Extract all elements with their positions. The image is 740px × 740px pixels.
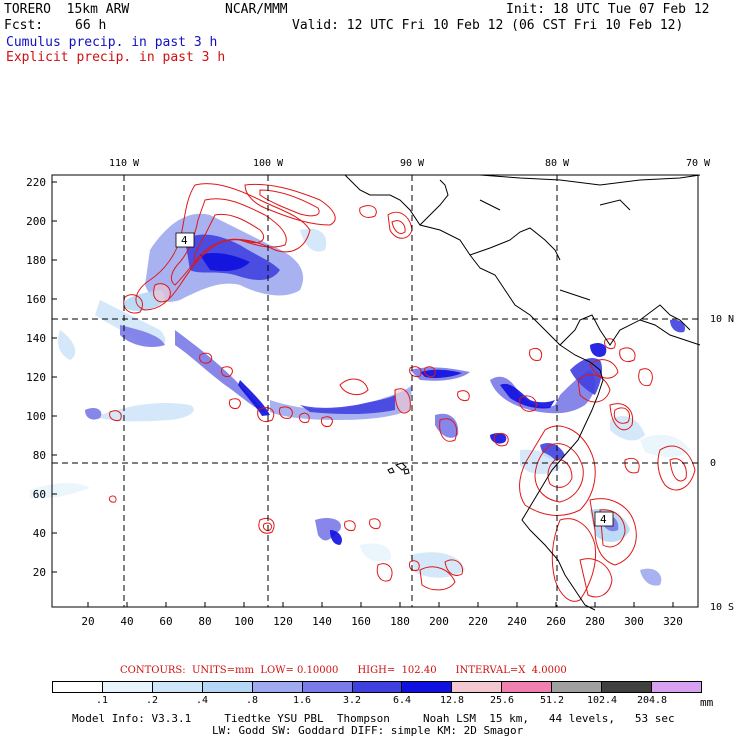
valid-time: Valid: 12 UTC Fri 10 Feb 12 (06 CST Fri … bbox=[292, 18, 684, 33]
color-bar-swatch bbox=[502, 682, 553, 692]
explicit-precip-contours bbox=[108, 183, 696, 602]
color-bar-swatch bbox=[53, 682, 103, 692]
contour-info: CONTOURS: UNITS=mm LOW= 0.10000 HIGH= 10… bbox=[120, 665, 567, 676]
box-label: 4 bbox=[181, 234, 188, 247]
latitude-labels: 10 N 0 10 S bbox=[710, 314, 734, 613]
x-tick-label: 280 bbox=[585, 615, 605, 628]
color-bar-value: 102.4 bbox=[586, 695, 618, 706]
box-labels: 4 4 bbox=[175, 232, 614, 527]
longitude-label: 100 W bbox=[253, 158, 284, 169]
longitude-labels: 110 W 100 W 90 W 80 W 70 W bbox=[109, 158, 711, 169]
x-tick-label: 200 bbox=[429, 615, 449, 628]
color-bar-value: 3.2 bbox=[342, 695, 362, 706]
color-bar-value: .1 bbox=[95, 695, 109, 706]
longitude-label: 70 W bbox=[686, 158, 711, 169]
color-bar-value: .4 bbox=[195, 695, 209, 706]
color-bar-swatch bbox=[152, 682, 203, 692]
plot-frame bbox=[51, 174, 699, 608]
y-tick-label: 60 bbox=[33, 488, 46, 501]
color-bar-unit: mm bbox=[700, 696, 714, 709]
color-bar-swatch bbox=[452, 682, 503, 692]
color-bar-swatch bbox=[402, 682, 453, 692]
x-axis-ticks: 20 40 60 80 100 120 140 160 180 200 220 240 260 280 30… bbox=[81, 602, 683, 628]
x-tick-label: 60 bbox=[159, 615, 172, 628]
y-tick-label: 20 bbox=[33, 566, 46, 579]
latitude-label: 10 N bbox=[710, 314, 734, 325]
color-bar-value: 12.8 bbox=[439, 695, 465, 706]
forecast-hours: 66 h bbox=[75, 18, 107, 33]
latitude-label: 0 bbox=[710, 458, 716, 469]
color-bar-swatch bbox=[352, 682, 403, 692]
y-tick-label: 40 bbox=[33, 527, 46, 540]
color-bar-value: 51.2 bbox=[539, 695, 565, 706]
y-tick-label: 200 bbox=[26, 215, 46, 228]
x-tick-label: 300 bbox=[624, 615, 644, 628]
x-tick-label: 20 bbox=[81, 615, 94, 628]
explicit-title: Explicit precip. in past 3 h bbox=[6, 50, 226, 65]
model-info-line2: LW: Godd SW: Goddard DIFF: simple KM: 2D… bbox=[212, 724, 524, 737]
y-tick-label: 80 bbox=[33, 449, 46, 462]
x-tick-label: 320 bbox=[663, 615, 683, 628]
box-label: 4 bbox=[600, 513, 607, 526]
x-tick-label: 80 bbox=[198, 615, 211, 628]
x-tick-label: 220 bbox=[468, 615, 488, 628]
x-tick-label: 100 bbox=[234, 615, 254, 628]
color-bar-swatch bbox=[552, 682, 603, 692]
color-bar-value: 6.4 bbox=[392, 695, 412, 706]
x-tick-label: 120 bbox=[273, 615, 293, 628]
y-tick-label: 100 bbox=[26, 410, 46, 423]
coastlines bbox=[344, 174, 701, 611]
forecast-label: Fcst: bbox=[4, 18, 44, 33]
color-bar-value: .2 bbox=[145, 695, 159, 706]
color-bar-swatch bbox=[252, 682, 303, 692]
x-tick-label: 240 bbox=[507, 615, 527, 628]
longitude-label: 90 W bbox=[400, 158, 425, 169]
x-tick-label: 40 bbox=[120, 615, 133, 628]
color-bar-value: 1.6 bbox=[292, 695, 312, 706]
x-tick-label: 260 bbox=[546, 615, 566, 628]
latlon-grid bbox=[52, 175, 698, 607]
color-bar-value: .8 bbox=[245, 695, 259, 706]
cumulus-precip-shading bbox=[30, 213, 690, 586]
longitude-label: 80 W bbox=[545, 158, 570, 169]
color-bar-swatch bbox=[202, 682, 253, 692]
x-tick-label: 140 bbox=[312, 615, 332, 628]
color-bar-swatch bbox=[302, 682, 353, 692]
y-tick-label: 180 bbox=[26, 254, 46, 267]
init-time: Init: 18 UTC Tue 07 Feb 12 bbox=[506, 2, 710, 17]
y-tick-label: 160 bbox=[26, 293, 46, 306]
color-bar-value: 204.8 bbox=[636, 695, 668, 706]
longitude-label: 110 W bbox=[109, 158, 140, 169]
model-title: TORERO 15km ARW bbox=[4, 2, 130, 17]
x-tick-label: 180 bbox=[390, 615, 410, 628]
color-bar-swatch bbox=[602, 682, 653, 692]
model-info-line1: Model Info: V3.3.1 Tiedtke YSU PBL Thomp… bbox=[72, 712, 675, 725]
y-tick-label: 140 bbox=[26, 332, 46, 345]
cumulus-title: Cumulus precip. in past 3 h bbox=[6, 35, 218, 50]
y-tick-label: 120 bbox=[26, 371, 46, 384]
latitude-label: 10 S bbox=[710, 602, 734, 613]
y-axis-ticks: 220 200 180 160 140 120 100 80 60 40 20 bbox=[26, 176, 57, 579]
y-tick-label: 220 bbox=[26, 176, 46, 189]
center-label: NCAR/MMM bbox=[225, 2, 288, 17]
color-bar-swatch bbox=[102, 682, 153, 692]
color-bar-value: 25.6 bbox=[489, 695, 515, 706]
color-bar bbox=[52, 681, 702, 693]
x-tick-label: 160 bbox=[351, 615, 371, 628]
color-bar-swatch bbox=[652, 682, 701, 692]
